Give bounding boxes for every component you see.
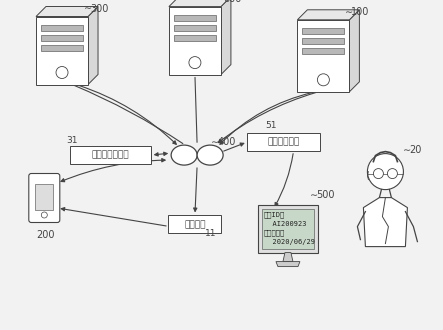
FancyBboxPatch shape bbox=[247, 133, 320, 151]
Text: 400: 400 bbox=[217, 137, 236, 147]
Text: ∼: ∼ bbox=[310, 190, 318, 200]
Text: 应用ID：: 应用ID： bbox=[264, 212, 285, 218]
Text: AI200923: AI200923 bbox=[264, 220, 307, 227]
Polygon shape bbox=[303, 28, 344, 34]
Text: 治疗用应用程序: 治疗用应用程序 bbox=[92, 150, 129, 160]
Ellipse shape bbox=[197, 145, 223, 165]
Polygon shape bbox=[41, 35, 83, 41]
Circle shape bbox=[317, 74, 330, 86]
Text: 使用期限信息: 使用期限信息 bbox=[268, 137, 299, 147]
Text: 300: 300 bbox=[90, 4, 109, 14]
Polygon shape bbox=[221, 0, 231, 75]
Ellipse shape bbox=[171, 145, 197, 165]
Text: 20: 20 bbox=[409, 145, 422, 154]
Circle shape bbox=[41, 212, 47, 218]
Text: 限制信息: 限制信息 bbox=[184, 220, 206, 229]
Polygon shape bbox=[36, 16, 88, 84]
Polygon shape bbox=[283, 252, 293, 262]
FancyBboxPatch shape bbox=[29, 174, 60, 222]
Polygon shape bbox=[88, 7, 98, 84]
Circle shape bbox=[189, 57, 201, 69]
Polygon shape bbox=[276, 262, 300, 267]
Circle shape bbox=[367, 153, 404, 190]
Polygon shape bbox=[169, 0, 231, 7]
FancyBboxPatch shape bbox=[168, 215, 222, 233]
Polygon shape bbox=[174, 35, 216, 41]
Text: 2020/06/29: 2020/06/29 bbox=[264, 239, 315, 245]
Text: 51: 51 bbox=[265, 121, 277, 130]
Polygon shape bbox=[35, 184, 53, 210]
Text: 使用期限：: 使用期限： bbox=[264, 230, 285, 236]
Polygon shape bbox=[297, 20, 350, 92]
Polygon shape bbox=[174, 15, 216, 20]
Text: 600: 600 bbox=[223, 0, 241, 4]
Polygon shape bbox=[303, 38, 344, 44]
Polygon shape bbox=[169, 7, 221, 75]
Text: 500: 500 bbox=[316, 190, 334, 200]
Polygon shape bbox=[174, 25, 216, 31]
Text: 31: 31 bbox=[67, 136, 78, 145]
Text: ∼: ∼ bbox=[404, 145, 412, 154]
Text: 11: 11 bbox=[205, 229, 217, 238]
Polygon shape bbox=[36, 7, 98, 16]
Text: ∼: ∼ bbox=[217, 0, 225, 4]
Polygon shape bbox=[303, 48, 344, 54]
Polygon shape bbox=[262, 209, 314, 248]
Polygon shape bbox=[258, 205, 318, 252]
FancyBboxPatch shape bbox=[70, 146, 151, 164]
Text: 200: 200 bbox=[36, 230, 55, 240]
Text: 100: 100 bbox=[351, 7, 370, 17]
Text: ∼: ∼ bbox=[346, 7, 354, 17]
Polygon shape bbox=[297, 10, 359, 20]
Text: ∼: ∼ bbox=[211, 137, 219, 147]
Polygon shape bbox=[41, 45, 83, 50]
Text: ∼: ∼ bbox=[84, 4, 92, 14]
Polygon shape bbox=[350, 10, 359, 92]
Polygon shape bbox=[41, 24, 83, 30]
Polygon shape bbox=[363, 198, 408, 247]
Circle shape bbox=[56, 67, 68, 79]
